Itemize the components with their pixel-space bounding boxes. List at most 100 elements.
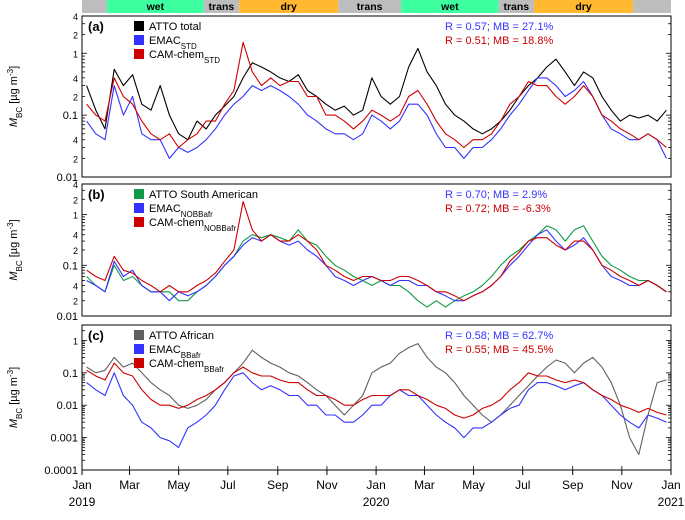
y-tick-label: 4: [73, 281, 78, 291]
y-axis-label-part: BC: [15, 260, 24, 271]
legend-swatch: [134, 189, 144, 199]
y-tick-label: 2: [73, 154, 78, 164]
legend-subscript: NOBBafr: [204, 224, 236, 233]
panel-c: 0.0001 0.001 0.01 0.1 1 MBC [µg m-3] (c) ATTO A…: [6, 324, 672, 477]
y-tick-label: 0.001: [50, 433, 78, 445]
season-label: wet: [440, 1, 459, 13]
x-axis: Jan Mar May Jul Sep Nov Jan Mar May Jul Sep Nov Jan 2…: [69, 466, 685, 509]
season-segment: [106, 0, 204, 13]
x-tick-label: Sep: [562, 478, 584, 492]
x-tick-label: Sep: [267, 478, 289, 492]
panel-label: (b): [88, 187, 105, 202]
series-line-atto-total: [86, 47, 667, 141]
season-segment: [498, 0, 535, 13]
x-tick-label: Jul: [515, 478, 530, 492]
y-axis-label-part: -3: [6, 68, 15, 76]
season-label: trans: [357, 1, 383, 13]
y-tick-label: 0.01: [57, 400, 78, 412]
y-tick-label: 2: [73, 195, 78, 205]
season-label: trans: [503, 1, 529, 13]
series-line-emac: [86, 77, 667, 159]
y-tick-label: 0.1: [63, 260, 78, 272]
x-year-label: 2020: [363, 495, 390, 509]
y-tick-label: 2: [73, 31, 78, 41]
y-axis-label-part: [µg m: [8, 230, 20, 261]
panel-b: 0.01 2 4 0.1 2 4 1 2 4 MBC [µg m-3] (b) ATTO South …: [6, 180, 672, 323]
y-tick-label: 2: [73, 246, 78, 256]
legend-label: EMACSTD: [149, 35, 197, 51]
legend-swatch: [134, 35, 144, 45]
y-axis-label-part: M: [8, 418, 20, 428]
y-tick-label: 0.1: [63, 110, 78, 122]
legend-label: ATTO total: [149, 21, 201, 33]
stats-text: R = 0.58; MB = 62.7%: [445, 330, 553, 342]
y-axis-label-part: -3: [6, 222, 15, 230]
season-label: wet: [146, 1, 165, 13]
legend-subscript: STD: [181, 42, 197, 51]
y-tick-label: 0.1: [63, 368, 78, 380]
season-segment: [203, 0, 240, 13]
legend-subscript: STD: [204, 56, 220, 65]
y-tick-label: 4: [73, 74, 78, 84]
legend-name: ATTO African: [149, 330, 214, 342]
y-tick-label: 2: [73, 93, 78, 103]
series-line-cam-chem: [86, 201, 667, 302]
y-axis-label: MBC [µg m-3]: [6, 367, 24, 428]
x-tick-label: Jul: [220, 478, 235, 492]
x-tick-label: Nov: [316, 478, 337, 492]
stats-text: R = 0.55; MB = 45.5%: [445, 344, 553, 356]
legend-label: CAM-chemBBafr: [149, 358, 224, 374]
y-axis-label-part: [µg m: [8, 76, 20, 107]
y-tick-label: 4: [73, 136, 78, 146]
legend-name: CAM-chem: [149, 217, 204, 229]
legend-name: CAM-chem: [149, 358, 204, 370]
y-axis-label-part: M: [8, 271, 20, 281]
y-tick-label: 2: [73, 297, 78, 307]
y-tick-label: 0.01: [57, 311, 78, 323]
legend-label: CAM-chemSTD: [149, 49, 220, 65]
panel-label: (a): [88, 19, 104, 34]
legend-label: EMACBBafr: [149, 344, 201, 360]
legend-name: EMAC: [149, 344, 181, 356]
legend-subscript: NOBBafr: [181, 210, 213, 219]
x-tick-label: Jan: [366, 478, 385, 492]
stats-text: R = 0.57; MB = 27.1%: [445, 21, 553, 33]
panel-a: 0.01 2 4 0.1 2 4 1 2 4 MBC [µg m-3] (a) ATTO total E…: [6, 12, 672, 184]
y-axis-label-part: BC: [15, 408, 24, 419]
y-tick-label: 1: [73, 211, 78, 221]
season-segment: [534, 0, 634, 13]
season-bar: wet trans dry trans wet trans dry: [82, 0, 671, 13]
x-tick-label: May: [167, 478, 190, 492]
legend-label: ATTO African: [149, 330, 214, 342]
y-tick-label: 4: [73, 231, 78, 241]
stats-text: R = 0.72; MB = -6.3%: [445, 203, 551, 215]
series-line-cam-chem: [86, 41, 667, 149]
series-line-cam-chem: [86, 362, 667, 419]
x-tick-label: Jan: [661, 478, 680, 492]
stats-text: R = 0.51; MB = 18.8%: [445, 35, 553, 47]
y-axis-label-part: M: [8, 117, 20, 127]
y-tick-label: 1: [73, 336, 78, 346]
y-axis-label: MBC [µg m-3]: [6, 66, 24, 127]
legend-swatch: [134, 21, 144, 31]
legend-name: ATTO total: [149, 21, 201, 33]
series-line-emac: [86, 372, 667, 448]
y-tick-label: 1: [73, 49, 78, 59]
y-tick-label: 4: [73, 180, 78, 190]
x-tick-label: Nov: [611, 478, 632, 492]
x-tick-label: May: [462, 478, 485, 492]
legend-label: EMACNOBBafr: [149, 203, 213, 219]
panel-label: (c): [88, 328, 104, 343]
y-tick-label: 0.01: [57, 172, 78, 184]
x-year-label: 2019: [69, 495, 96, 509]
y-axis-label-part: -3: [6, 369, 15, 377]
series-line-atto-south-american: [86, 225, 667, 308]
season-segment: [401, 0, 499, 13]
legend-name: EMAC: [149, 203, 181, 215]
season-label: dry: [281, 1, 298, 13]
y-axis-label-part: BC: [15, 107, 24, 118]
season-segment: [633, 0, 671, 13]
legend-swatch: [134, 330, 144, 340]
season-segment: [338, 0, 402, 13]
